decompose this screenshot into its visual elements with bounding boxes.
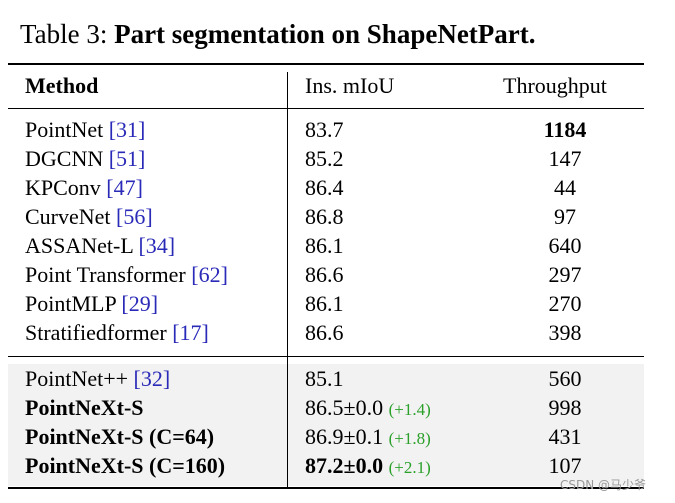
top-rule: [8, 63, 644, 65]
miou-value: 86.9±0.1: [305, 424, 384, 449]
watermark: CSDN @马少爷: [560, 478, 647, 492]
method-name: PointNet: [25, 117, 104, 142]
method-name: Point Transformer: [25, 262, 186, 287]
method-name: Stratifiedformer: [25, 320, 167, 345]
method-cell: PointMLP [29]: [25, 291, 158, 317]
method-cell: DGCNN [51]: [25, 146, 145, 172]
method-cell: PointNeXt-S (C=64): [25, 424, 214, 450]
miou-cell: 86.4: [305, 175, 344, 201]
citation: [56]: [116, 204, 153, 229]
header-rule: [8, 108, 644, 109]
miou-value: 86.5±0.0: [305, 395, 384, 420]
throughput-cell: 147: [548, 146, 582, 171]
miou-cell: 86.6: [305, 262, 344, 288]
method-name: PointMLP: [25, 291, 116, 316]
throughput-cell: 431: [548, 424, 582, 449]
throughput-cell: 270: [548, 291, 582, 316]
miou-cell: 86.9±0.1 (+1.8): [305, 424, 431, 452]
method-cell: Stratifiedformer [17]: [25, 320, 209, 346]
method-name: DGCNN: [25, 146, 104, 171]
citation: [17]: [172, 320, 209, 345]
throughput-cell: 1184: [543, 117, 587, 142]
citation: [47]: [106, 175, 143, 200]
method-cell: Point Transformer [62]: [25, 262, 228, 288]
miou-value: 85.1: [305, 366, 344, 391]
method-name: PointNet++: [25, 366, 129, 391]
group-rule: [8, 356, 644, 357]
miou-cell: 86.1: [305, 233, 344, 259]
method-name: PointNeXt-S (C=160): [25, 453, 226, 478]
miou-value: 86.6: [305, 320, 344, 345]
throughput-cell: 107: [548, 453, 582, 478]
method-name: ASSANet-L: [25, 233, 133, 258]
throughput-cell: 398: [548, 320, 582, 345]
method-name: CurveNet: [25, 204, 111, 229]
miou-cell: 86.8: [305, 204, 344, 230]
citation: [29]: [121, 291, 159, 316]
miou-cell: 86.5±0.0 (+1.4): [305, 395, 431, 423]
header-cell: Throughput: [503, 73, 607, 98]
method-cell: CurveNet [56]: [25, 204, 153, 230]
throughput-cell: 560: [548, 366, 582, 391]
method-name: PointNeXt-S (C=64): [25, 424, 215, 449]
method-name: PointNeXt-S: [25, 395, 144, 420]
miou-value: 86.1: [305, 291, 344, 316]
bottom-rule: [8, 487, 644, 489]
miou-value: 86.1: [305, 233, 344, 258]
miou-cell: 83.7: [305, 117, 344, 143]
miou-value: 86.4: [305, 175, 344, 200]
miou-gain: (+2.1): [388, 458, 431, 477]
citation: [34]: [138, 233, 176, 258]
miou-cell: 86.1: [305, 291, 344, 317]
miou-gain: (+1.4): [388, 400, 431, 419]
method-cell: PointNeXt-S (C=160): [25, 453, 225, 479]
method-cell: PointNet++ [32]: [25, 366, 170, 392]
miou-value: 86.8: [305, 204, 344, 229]
throughput-cell: 44: [554, 175, 576, 200]
throughput-cell: 97: [554, 204, 576, 229]
header-cell: Ins. mIoU: [305, 73, 395, 98]
miou-cell: 85.1: [305, 366, 344, 392]
method-cell: PointNet [31]: [25, 117, 145, 143]
method-name: KPConv: [25, 175, 101, 200]
column-divider: [287, 72, 288, 487]
method-cell: ASSANet-L [34]: [25, 233, 175, 259]
group-background: [8, 364, 644, 486]
header-cell: Method: [25, 73, 99, 98]
miou-value: 87.2±0.0: [305, 453, 384, 478]
caption-title: Part segmentation on ShapeNetPart.: [114, 19, 536, 49]
miou-cell: 85.2: [305, 146, 344, 172]
miou-value: 86.6: [305, 262, 344, 287]
throughput-cell: 640: [548, 233, 582, 258]
method-cell: PointNeXt-S: [25, 395, 144, 421]
throughput-cell: 998: [548, 395, 582, 420]
caption: Table 3: Part segmentation on ShapeNetPa…: [20, 18, 536, 50]
citation: [32]: [133, 366, 171, 391]
miou-value: 85.2: [305, 146, 344, 171]
citation: [62]: [191, 262, 228, 287]
miou-value: 83.7: [305, 117, 344, 142]
citation: [31]: [108, 117, 146, 142]
miou-cell: 86.6: [305, 320, 344, 346]
throughput-cell: 297: [548, 262, 582, 287]
citation: [51]: [108, 146, 146, 171]
method-cell: KPConv [47]: [25, 175, 143, 201]
miou-gain: (+1.8): [388, 429, 431, 448]
caption-label: Table 3:: [20, 19, 108, 49]
miou-cell: 87.2±0.0 (+2.1): [305, 453, 431, 481]
